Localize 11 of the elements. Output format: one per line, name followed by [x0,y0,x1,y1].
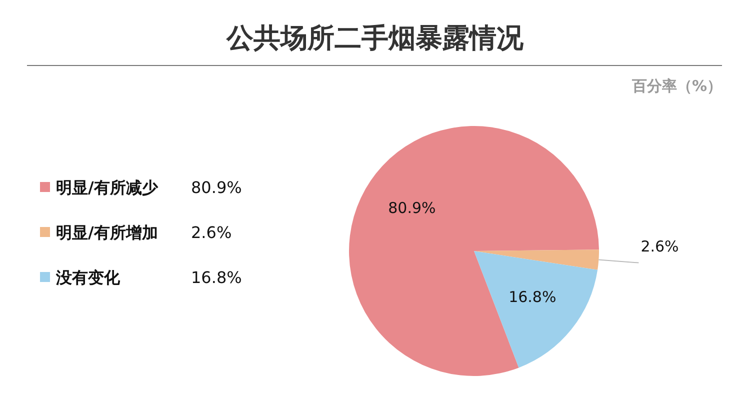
chart-subtitle: 百分率（%） [632,77,722,96]
data-label: 16.8% [508,288,556,306]
data-label: 2.6% [640,238,679,256]
legend-label: 没有变化 [56,268,121,289]
chart-title: 公共场所二手烟暴露情况 [225,22,524,56]
data-label: 80.9% [388,198,436,217]
legend-label: 明显/有所增加 [56,223,159,244]
text: 80.9% [191,178,242,197]
text: 16.8% [191,268,242,287]
legend-label: 明显/有所减少 [56,178,160,199]
text: 2.6% [191,223,232,242]
